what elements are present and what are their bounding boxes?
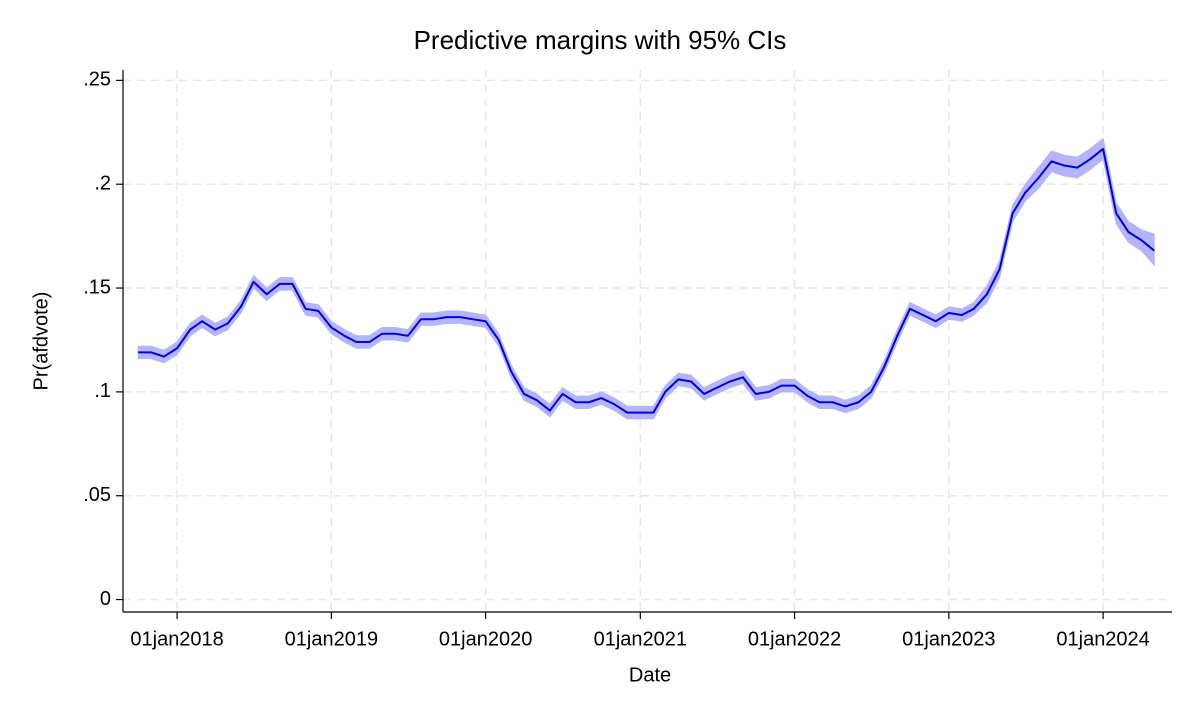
y-tick-label: .05	[83, 484, 111, 506]
y-tick-label: 0	[100, 588, 111, 610]
x-tick-label: 01jan2020	[439, 628, 532, 650]
x-tick-label: 01jan2021	[594, 628, 687, 650]
line	[138, 147, 1155, 414]
y-tick-label: .1	[94, 380, 111, 402]
y-axis-label: Pr(afdvote)	[30, 292, 52, 391]
y-tick-label: .25	[83, 69, 111, 91]
x-tick-label: 01jan2023	[902, 628, 995, 650]
x-tick-label: 01jan2018	[130, 628, 223, 650]
x-tick-label: 01jan2022	[748, 628, 841, 650]
y-tick-label: .2	[94, 172, 111, 194]
x-tick-label: 01jan2024	[1056, 628, 1149, 650]
x-axis-label: Date	[629, 664, 671, 686]
ci-band	[137, 137, 1155, 420]
y-tick-label: .15	[83, 276, 111, 298]
chart-title: Predictive margins with 95% CIs	[414, 25, 787, 55]
x-tick-label: 01jan2019	[285, 628, 378, 650]
